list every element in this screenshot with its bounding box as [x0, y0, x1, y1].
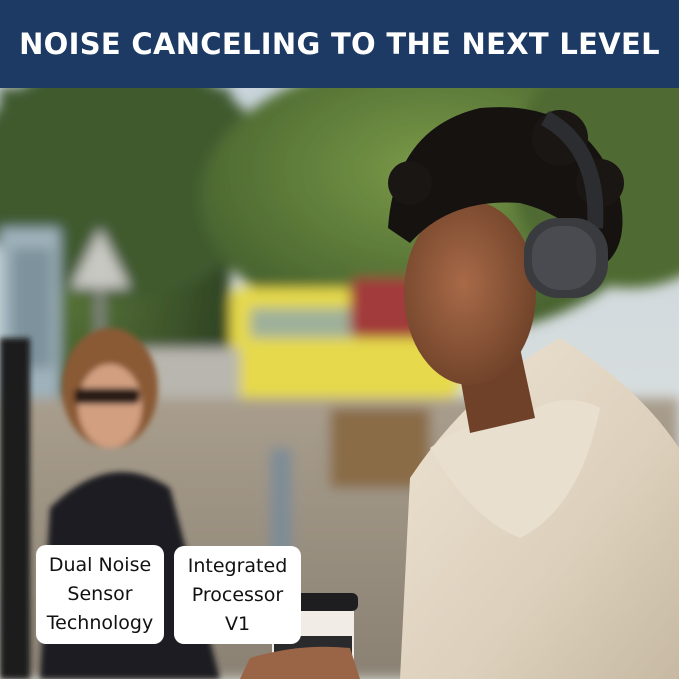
headline-title: NOISE CANCELING TO THE NEXT LEVEL: [19, 27, 660, 61]
feature-badge-line: Integrated: [187, 554, 288, 577]
feature-badge-line: Dual Noise: [48, 554, 152, 576]
feature-badge-line: Technology: [46, 612, 154, 634]
feature-badge-line: Processor V1: [191, 583, 284, 635]
feature-badge-label: Integrated Processor V1: [180, 552, 295, 639]
feature-badge-processor: Integrated Processor V1: [174, 546, 301, 644]
feature-badge-line: Sensor: [67, 583, 133, 605]
lifestyle-photo: [0, 88, 679, 679]
feature-badge-dual-noise-sensor: Dual Noise Sensor Technology: [36, 545, 164, 644]
feature-badge-label: Dual Noise Sensor Technology: [47, 551, 153, 638]
headline-banner: NOISE CANCELING TO THE NEXT LEVEL: [0, 0, 679, 88]
